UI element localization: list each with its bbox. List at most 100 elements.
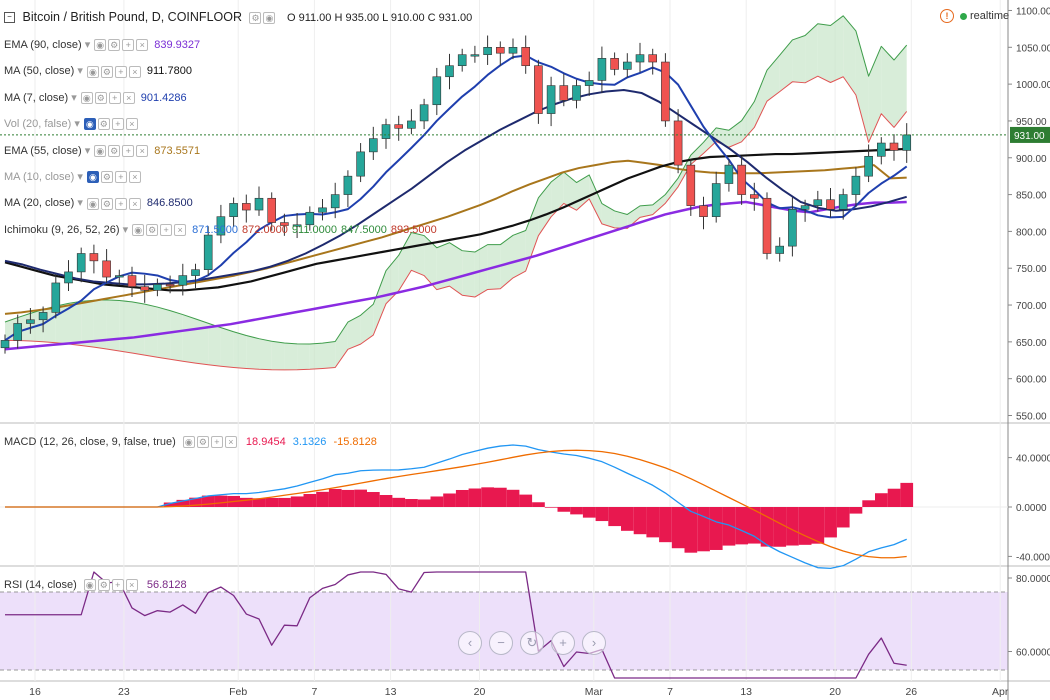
close-icon[interactable]: × (224, 436, 237, 449)
ichimoku-cloud-segment (500, 235, 513, 289)
zoom-out-icon[interactable]: − (489, 631, 513, 655)
eye-icon[interactable]: ◉ (94, 39, 107, 52)
price-tick-label: 1100.00 (1016, 6, 1050, 17)
reset-icon[interactable]: ↻ (520, 631, 544, 655)
chevron-down-icon[interactable]: ▾ (68, 91, 77, 104)
macd-histogram-bar (824, 507, 837, 538)
close-icon[interactable]: × (136, 39, 149, 52)
add-icon[interactable]: + (111, 118, 124, 131)
add-icon[interactable]: + (210, 436, 223, 449)
indicator-legend[interactable]: Ichimoku (9, 26, 52, 26) ▾ ◉ ⚙ + × 871.5000 87… (4, 222, 437, 238)
indicator-legend[interactable]: Vol (20, false) ▾ ◉ ⚙ + × (4, 116, 140, 132)
indicator-controls[interactable]: ◉ ⚙ + × (86, 63, 143, 79)
ichimoku-cloud-segment (322, 341, 336, 369)
indicator-controls[interactable]: ◉ ⚙ + × (132, 222, 188, 238)
indicator-controls[interactable]: ◉ ⚙ + × (94, 37, 150, 53)
add-icon[interactable]: + (122, 144, 135, 157)
ichimoku-cloud-segment (741, 101, 755, 142)
add-icon[interactable]: + (114, 197, 127, 210)
settings-icon[interactable]: ⚙ (146, 223, 159, 236)
candle (381, 124, 391, 139)
settings-icon[interactable]: ⚙ (100, 65, 113, 78)
add-icon[interactable]: + (114, 171, 127, 184)
indicator-legend[interactable]: EMA (90, close) ▾ ◉ ⚙ + × 839.9327 (4, 37, 200, 53)
eye-icon[interactable]: ◉ (263, 12, 276, 25)
chevron-down-icon[interactable]: ▾ (71, 118, 80, 131)
rsi-legend: RSI (14, close) ◉ ⚙ + × 56.8128 (4, 577, 187, 593)
x-axis-label: Feb (229, 686, 247, 698)
warning-icon[interactable]: ! (940, 9, 954, 23)
settings-icon[interactable]: ⚙ (108, 144, 121, 157)
add-icon[interactable]: + (160, 223, 173, 236)
add-icon[interactable]: + (122, 39, 135, 52)
close-icon[interactable]: × (125, 579, 138, 592)
chevron-down-icon[interactable]: ▾ (119, 223, 129, 236)
rsi-legend-controls[interactable]: ◉ ⚙ + × (83, 577, 140, 593)
indicator-controls[interactable]: ◉ ⚙ + × (80, 90, 137, 106)
indicator-legend[interactable]: MA (50, close) ▾ ◉ ⚙ + × 911.7800 (4, 63, 192, 79)
indicator-legend[interactable]: MA (10, close) ▾ ◉ ⚙ + × (4, 169, 143, 185)
price-tick-label: 950.00 (1016, 117, 1047, 128)
x-axis-label: 7 (311, 686, 317, 698)
indicator-controls[interactable]: ◉ ⚙ + × (86, 195, 143, 211)
indicator-controls[interactable]: ◉ ⚙ + × (86, 169, 143, 185)
close-icon[interactable]: × (128, 197, 141, 210)
add-icon[interactable]: + (108, 91, 121, 104)
settings-icon[interactable]: ⚙ (97, 118, 110, 131)
add-icon[interactable]: + (114, 65, 127, 78)
candle (699, 205, 708, 217)
macd-histogram-bar (595, 507, 609, 522)
x-axis-label: 20 (829, 686, 841, 698)
macd-tick-label: -40.0000 (1016, 552, 1050, 563)
chevron-down-icon[interactable]: ▾ (81, 39, 91, 51)
scroll-left-icon[interactable]: ‹ (458, 631, 482, 655)
close-icon[interactable]: × (128, 171, 141, 184)
macd-histogram-bar (468, 488, 482, 507)
eye-icon[interactable]: ◉ (83, 579, 96, 592)
price-tick-label: 700.00 (1016, 301, 1047, 312)
settings-icon[interactable]: ⚙ (100, 197, 113, 210)
eye-icon[interactable]: ◉ (86, 65, 99, 78)
chevron-down-icon[interactable]: ▾ (74, 171, 83, 183)
close-icon[interactable]: × (174, 223, 187, 236)
indicator-controls[interactable]: ◉ ⚙ + × (94, 143, 150, 159)
candle (0, 340, 10, 349)
settings-icon[interactable]: ⚙ (108, 39, 121, 52)
eye-icon[interactable]: ◉ (86, 171, 99, 184)
eye-icon[interactable]: ◉ (80, 91, 93, 104)
scroll-right-icon[interactable]: › (582, 631, 606, 655)
close-icon[interactable]: × (125, 118, 138, 131)
settings-icon[interactable]: ⚙ (94, 91, 107, 104)
symbol-controls[interactable]: ⚙ ◉ (249, 9, 277, 27)
chevron-down-icon[interactable]: ▾ (74, 197, 83, 210)
macd-legend-controls[interactable]: ◉ ⚙ + × (182, 434, 239, 450)
settings-icon[interactable]: ⚙ (196, 436, 209, 449)
zoom-in-icon[interactable]: + (551, 631, 575, 655)
close-icon[interactable]: × (136, 144, 149, 157)
settings-icon[interactable]: ⚙ (97, 579, 110, 592)
indicator-legend[interactable]: EMA (55, close) ▾ ◉ ⚙ + × 873.5571 (4, 143, 200, 159)
eye-icon[interactable]: ◉ (132, 223, 145, 236)
close-icon[interactable]: × (128, 65, 141, 78)
collapse-icon[interactable]: − (4, 12, 15, 24)
candle (788, 209, 797, 247)
eye-icon[interactable]: ◉ (86, 197, 99, 210)
x-axis-label: 26 (905, 686, 917, 698)
macd-histogram-bar (506, 489, 520, 507)
eye-icon[interactable]: ◉ (94, 144, 107, 157)
chevron-down-icon[interactable]: ▾ (81, 144, 91, 157)
indicator-legend[interactable]: MA (7, close) ▾ ◉ ⚙ + × 901.4286 (4, 90, 187, 106)
ichimoku-cloud-segment (106, 299, 120, 351)
eye-icon[interactable]: ◉ (182, 436, 195, 449)
indicator-legend[interactable]: MA (20, close) ▾ ◉ ⚙ + × 846.8500 (4, 195, 193, 211)
eye-icon[interactable]: ◉ (83, 118, 96, 131)
settings-icon[interactable]: ⚙ (100, 171, 113, 184)
settings-icon[interactable]: ⚙ (249, 12, 262, 25)
close-icon[interactable]: × (122, 91, 135, 104)
indicator-controls[interactable]: ◉ ⚙ + × (83, 116, 140, 132)
candle (343, 175, 353, 195)
add-icon[interactable]: + (111, 579, 124, 592)
chevron-down-icon[interactable]: ▾ (74, 65, 83, 78)
candle (889, 142, 899, 151)
